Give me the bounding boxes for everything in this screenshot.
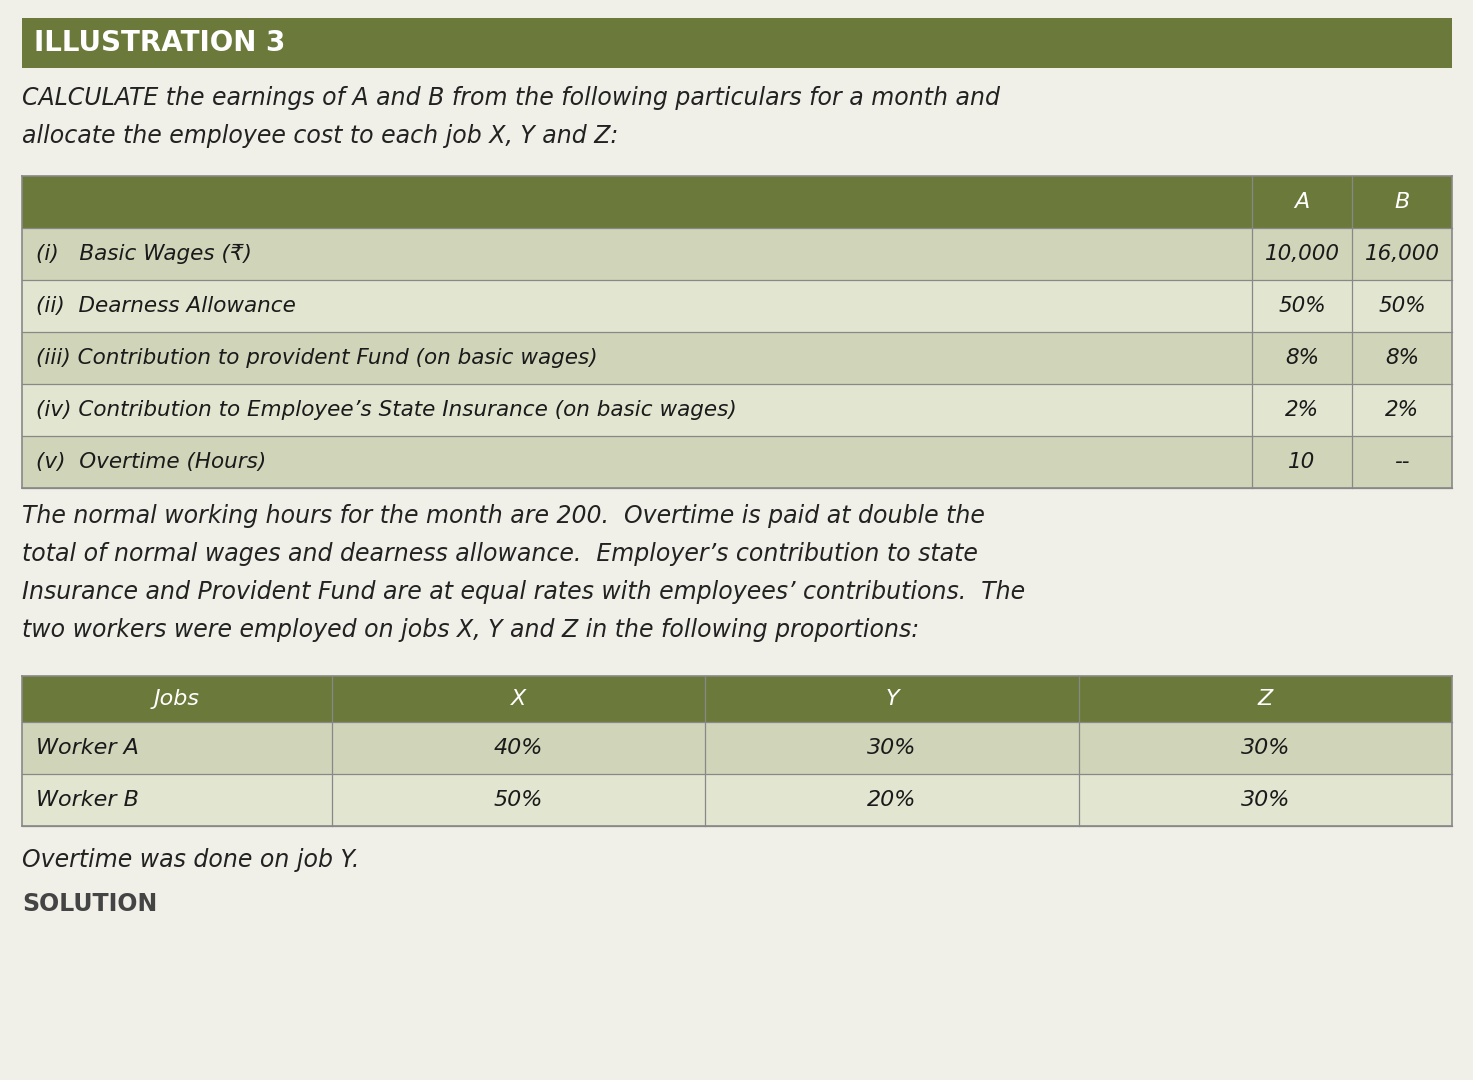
Text: B: B [1395,192,1410,212]
Text: --: -- [1395,453,1410,472]
Text: 40%: 40% [493,738,544,758]
FancyBboxPatch shape [22,436,1452,488]
Text: 10: 10 [1289,453,1315,472]
Text: Z: Z [1258,689,1273,708]
Text: (v)  Overtime (Hours): (v) Overtime (Hours) [35,453,267,472]
Text: (iii) Contribution to provident Fund (on basic wages): (iii) Contribution to provident Fund (on… [35,348,598,368]
Text: X: X [511,689,526,708]
Text: Overtime was done on job Y.: Overtime was done on job Y. [22,848,359,872]
Text: 20%: 20% [868,789,916,810]
Text: total of normal wages and dearness allowance.  Employer’s contribution to state: total of normal wages and dearness allow… [22,542,978,566]
FancyBboxPatch shape [22,228,1452,280]
Text: (i)   Basic Wages (₹): (i) Basic Wages (₹) [35,244,252,264]
Text: 2%: 2% [1284,400,1318,420]
FancyBboxPatch shape [22,280,1452,332]
Text: SOLUTION: SOLUTION [22,892,158,916]
Text: 8%: 8% [1385,348,1418,368]
FancyBboxPatch shape [22,384,1452,436]
Text: A: A [1295,192,1309,212]
Text: Worker A: Worker A [35,738,138,758]
FancyBboxPatch shape [22,774,1452,826]
Text: 50%: 50% [1379,296,1426,316]
FancyBboxPatch shape [22,176,1452,228]
Text: 50%: 50% [493,789,544,810]
Text: 2%: 2% [1385,400,1418,420]
Text: 50%: 50% [1279,296,1326,316]
Text: 30%: 30% [1240,789,1290,810]
FancyBboxPatch shape [22,676,1452,723]
Text: Insurance and Provident Fund are at equal rates with employees’ contributions.  : Insurance and Provident Fund are at equa… [22,580,1025,604]
Text: (ii)  Dearness Allowance: (ii) Dearness Allowance [35,296,296,316]
Text: Jobs: Jobs [155,689,200,708]
FancyBboxPatch shape [22,332,1452,384]
Text: 16,000: 16,000 [1364,244,1439,264]
Text: ILLUSTRATION 3: ILLUSTRATION 3 [34,29,286,57]
Text: CALCULATE the earnings of A and B from the following particulars for a month and: CALCULATE the earnings of A and B from t… [22,86,1000,110]
Text: Y: Y [885,689,899,708]
Text: allocate the employee cost to each job X, Y and Z:: allocate the employee cost to each job X… [22,124,619,148]
Text: Worker B: Worker B [35,789,138,810]
Text: 30%: 30% [1240,738,1290,758]
Text: 8%: 8% [1284,348,1318,368]
Text: two workers were employed on jobs X, Y and Z in the following proportions:: two workers were employed on jobs X, Y a… [22,618,919,642]
Text: 30%: 30% [868,738,916,758]
Text: 10,000: 10,000 [1264,244,1339,264]
Text: (iv) Contribution to Employee’s State Insurance (on basic wages): (iv) Contribution to Employee’s State In… [35,400,736,420]
FancyBboxPatch shape [22,18,1452,68]
FancyBboxPatch shape [22,723,1452,774]
Text: The normal working hours for the month are 200.  Overtime is paid at double the: The normal working hours for the month a… [22,504,985,528]
